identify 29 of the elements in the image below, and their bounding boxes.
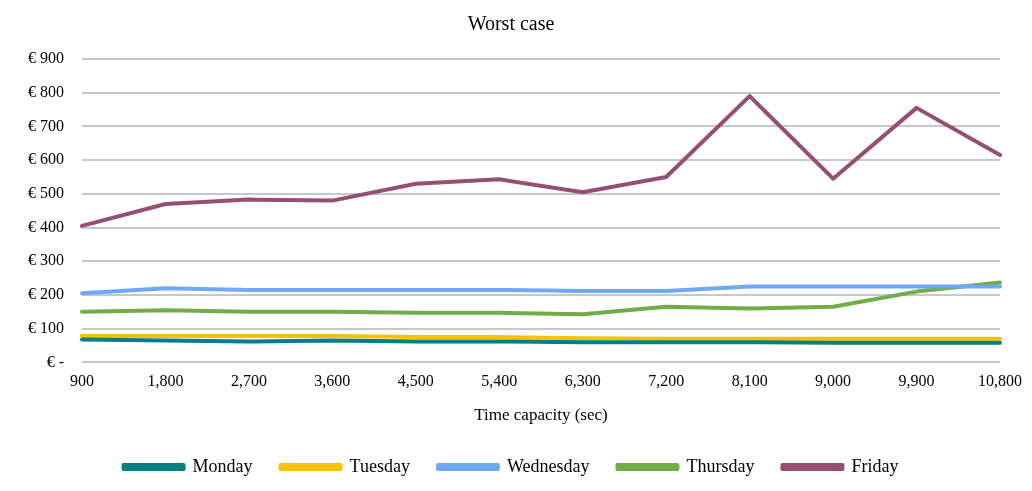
y-tick-label: € 100	[28, 318, 64, 336]
y-tick-label: € 800	[28, 82, 64, 100]
x-tick-label: 4,500	[397, 372, 434, 390]
chart-title: Worst case	[467, 12, 555, 35]
y-tick-label: € 200	[28, 285, 64, 303]
x-tick-label: 2,700	[230, 372, 267, 390]
y-tick-label: € 900	[28, 49, 64, 67]
legend-label: Friday	[851, 455, 899, 476]
x-tick-label: 10,800	[978, 372, 1022, 390]
y-tick-label: € 700	[28, 116, 64, 134]
legend-label: Wednesday	[506, 455, 590, 476]
x-tick-label: 9,900	[898, 372, 935, 390]
x-tick-label: 6,300	[564, 372, 601, 390]
x-tick-label: 8,100	[731, 372, 768, 390]
x-tick-label: 9,000	[815, 372, 852, 390]
y-tick-label: € -	[46, 352, 64, 370]
x-tick-label: 3,600	[314, 372, 351, 390]
y-tick-label: € 300	[28, 251, 64, 269]
legend-label: Tuesday	[349, 455, 410, 476]
legend-label: Thursday	[686, 455, 755, 476]
x-tick-label: 1,800	[147, 372, 184, 390]
x-tick-label: 900	[70, 372, 94, 390]
y-tick-label: € 500	[28, 184, 64, 202]
x-tick-label: 5,400	[481, 372, 518, 390]
y-tick-label: € 400	[28, 217, 64, 235]
x-tick-label: 7,200	[648, 372, 685, 390]
legend-label: Monday	[192, 455, 253, 476]
y-tick-label: € 600	[28, 150, 64, 168]
x-axis-title: Time capacity (sec)	[474, 405, 608, 425]
